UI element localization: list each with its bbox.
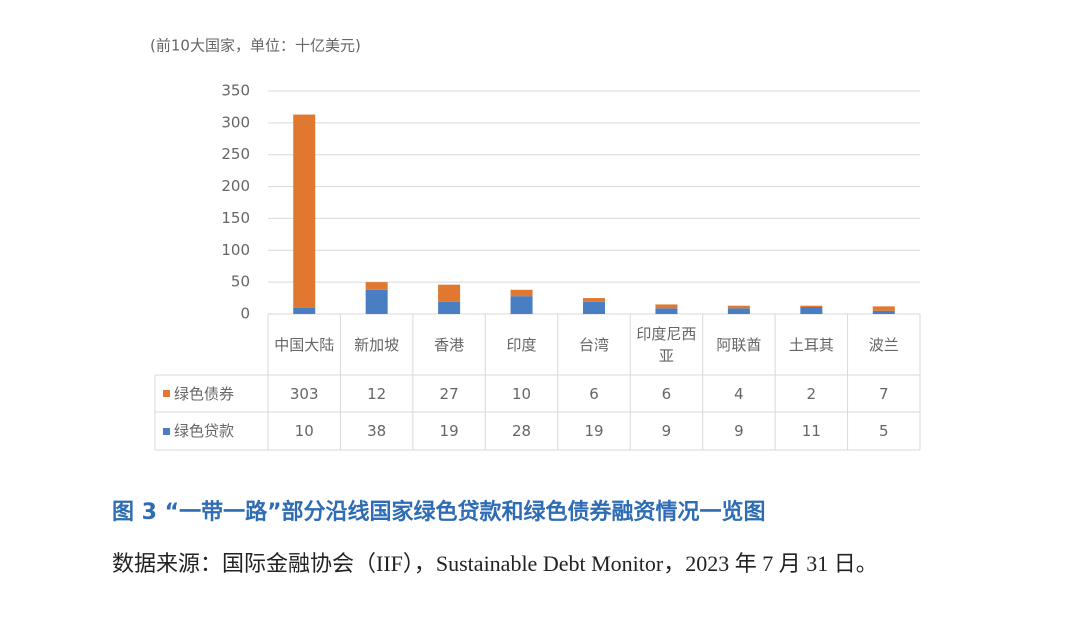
x-tick-label: 阿联酋 (716, 335, 762, 354)
table-value: 19 (584, 422, 604, 440)
x-tick-label: 新加坡 (354, 335, 400, 354)
chart-subtitle: (前10大国家，单位：十亿美元) (150, 37, 361, 55)
table-value: 28 (512, 422, 532, 440)
legend-marker (163, 427, 170, 435)
caption: 图 3 “一带一路”部分沿线国家绿色贷款和绿色债券融资情况一览图 (112, 500, 766, 525)
table-value: 11 (801, 422, 821, 440)
source: 数据来源：国际金融协会（IIF），Sustainable Debt Monito… (112, 551, 878, 576)
x-tick-label: 土耳其 (788, 335, 834, 354)
x-tick-label: 中国大陆 (274, 335, 335, 354)
bar-segment (583, 298, 605, 302)
x-tick-label: 波兰 (868, 335, 899, 354)
y-tick-label: 300 (221, 113, 250, 131)
bar-segment (583, 301, 605, 314)
bar-segment (727, 308, 750, 314)
legend-marker (163, 390, 170, 397)
bar-segment (655, 304, 678, 309)
bar-segment (438, 301, 461, 314)
x-tick-label: 印度 (506, 335, 537, 354)
legend-label: 绿色债券 (174, 384, 235, 403)
bar-segment (510, 289, 533, 297)
y-tick-label: 350 (221, 82, 250, 100)
bar-segment (510, 296, 533, 314)
table-value: 19 (439, 422, 459, 440)
table-value: 10 (294, 422, 314, 440)
bar-segment (365, 282, 388, 290)
bar-segment (655, 308, 678, 314)
bar-segment (293, 114, 316, 308)
bar-segment (872, 306, 895, 311)
y-tick-label: 150 (221, 209, 250, 227)
table-value: 10 (512, 384, 532, 403)
table-value: 7 (878, 384, 889, 403)
table-value: 12 (367, 384, 387, 403)
table-value: 303 (289, 384, 319, 403)
table-value: 5 (878, 422, 889, 440)
x-tick-label: 印度尼西亚 (636, 324, 697, 365)
bar-segment (872, 310, 895, 314)
bar-segment (438, 284, 461, 302)
table-value: 9 (661, 422, 672, 440)
bar-segment (727, 305, 750, 309)
table-value: 38 (367, 422, 387, 440)
y-tick-label: 50 (231, 273, 250, 291)
bar-segment (800, 305, 823, 307)
legend-entry: 绿色债券 (155, 375, 268, 412)
y-tick-label: 200 (221, 177, 250, 195)
x-tick-label: 台湾 (578, 335, 609, 354)
legend-entry: 绿色贷款 (155, 412, 268, 450)
table-value: 4 (734, 384, 744, 403)
legend-label: 绿色贷款 (174, 422, 235, 440)
y-tick-label: 0 (240, 305, 250, 323)
table-value: 6 (589, 384, 599, 403)
bar-segment (800, 306, 823, 314)
table-value: 6 (661, 384, 672, 403)
table-value: 9 (734, 422, 744, 440)
table-value: 27 (439, 384, 459, 403)
table-value: 2 (806, 384, 817, 403)
y-tick-label: 100 (221, 241, 250, 259)
y-tick-label: 250 (221, 145, 250, 163)
x-tick-label: 香港 (434, 335, 465, 354)
bar-segment (365, 289, 388, 314)
bar-segment (293, 307, 316, 314)
